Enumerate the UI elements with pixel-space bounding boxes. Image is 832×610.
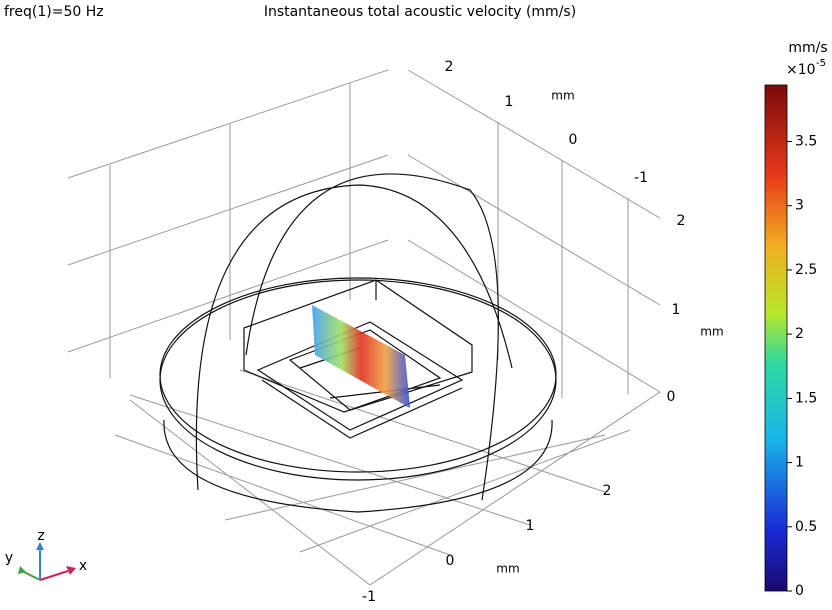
x-tick-label: -1 — [362, 589, 376, 605]
header: freq(1)=50 Hz Instantaneous total acoust… — [4, 4, 576, 20]
colorbar-tick-label: 1.5 — [795, 390, 817, 406]
y-tick-label: 2 — [445, 59, 454, 75]
y-tick-label: -1 — [634, 170, 648, 186]
triad-y: y — [5, 550, 13, 566]
triad-z: z — [37, 528, 44, 544]
colorbar-tick-label: 2 — [795, 326, 804, 342]
colorbar: mm/s ×10 -5 0 0.5 1 1.5 2 2.5 3 3.5 — [764, 40, 828, 599]
x-tick-label: 2 — [603, 483, 612, 499]
colorbar-tick-label: 3 — [795, 198, 804, 214]
colorbar-ramp — [764, 84, 788, 592]
colorbar-scale: ×10 — [786, 62, 816, 78]
colorbar-tick-label: 0.5 — [795, 519, 817, 535]
x-unit: mm — [496, 562, 519, 576]
colorbar-tick-label: 0 — [795, 583, 804, 599]
geometry — [159, 173, 557, 513]
colorbar-exponent: -5 — [816, 58, 826, 69]
freq-label: freq(1)=50 Hz — [4, 4, 104, 20]
x-tick-label: 1 — [526, 518, 535, 534]
z-unit: mm — [700, 325, 723, 339]
plot-title: Instantaneous total acoustic velocity (m… — [264, 4, 576, 20]
z-tick-label: 1 — [672, 302, 681, 318]
colorbar-tick-label: 3.5 — [795, 134, 817, 150]
axis-triad: z x y — [5, 528, 87, 581]
colorbar-tick-label: 2.5 — [795, 262, 817, 278]
z-tick-label: 0 — [667, 389, 676, 405]
triad-x: x — [79, 558, 87, 574]
y-tick-label: 1 — [505, 94, 514, 110]
y-tick-label: 0 — [569, 132, 578, 148]
axis-labels: -1 0 1 2 mm 2 1 0 -1 mm 0 1 2 mm — [362, 59, 724, 605]
z-tick-label: 2 — [677, 213, 686, 229]
colorbar-tick-label: 1 — [795, 455, 804, 471]
colorbar-unit: mm/s — [788, 40, 827, 56]
x-tick-label: 0 — [446, 553, 455, 569]
y-unit: mm — [551, 89, 574, 103]
grid — [67, 69, 661, 586]
